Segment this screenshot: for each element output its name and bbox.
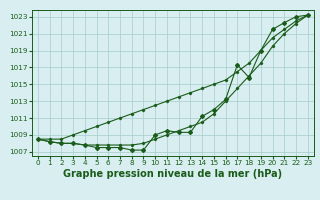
- X-axis label: Graphe pression niveau de la mer (hPa): Graphe pression niveau de la mer (hPa): [63, 169, 282, 179]
